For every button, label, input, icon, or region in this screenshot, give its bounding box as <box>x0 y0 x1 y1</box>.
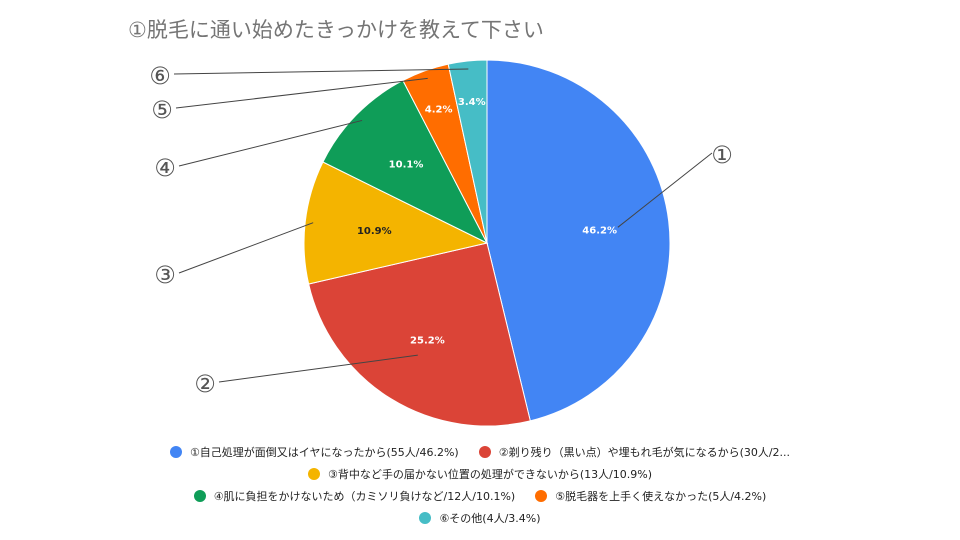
legend-row: ③背中など手の届かない位置の処理ができないから(13人/10.9%) <box>0 463 960 485</box>
data-label-2: 25.2% <box>410 336 445 347</box>
legend-item-2[interactable]: ②剃り残り（黒い点）や埋もれ毛が気になるから(30人/2... <box>478 444 791 460</box>
callout-line-3 <box>178 222 314 274</box>
callout-label-2: ② <box>194 370 216 398</box>
legend-label-3: ③背中など手の届かない位置の処理ができないから(13人/10.9%) <box>327 468 653 481</box>
legend-dot-2 <box>478 446 491 458</box>
legend-label-1: ①自己処理が面倒又はイヤになったから(55人/46.2%) <box>189 446 459 459</box>
legend: ①自己処理が面倒又はイヤになったから(55人/46.2%) ②剃り残り（黒い点）… <box>0 441 960 529</box>
legend-item-5[interactable]: ⑤脱毛器を上手く使えなかった(5人/4.2%) <box>535 488 766 504</box>
data-label-4: 10.1% <box>389 160 424 171</box>
pie-slice-3[interactable] <box>303 161 489 285</box>
data-label-5: 4.2% <box>425 105 453 116</box>
legend-item-1[interactable]: ①自己処理が面倒又はイヤになったから(55人/46.2%) <box>169 444 459 460</box>
pie-slice-1[interactable] <box>486 59 671 422</box>
pie-slice-2[interactable] <box>308 242 531 427</box>
legend-item-6[interactable]: ⑥その他(4人/3.4%) <box>419 510 541 526</box>
legend-row: ④肌に負担をかけないため（カミソリ負けなど/12人/10.1%) ⑤脱毛器を上手… <box>0 485 960 507</box>
legend-label-2: ②剃り残り（黒い点）や埋もれ毛が気になるから(30人/2... <box>498 446 791 459</box>
callout-line-4 <box>178 119 363 167</box>
callout-line-5 <box>175 77 428 109</box>
callout-label-1: ① <box>711 141 733 169</box>
data-label-6: 3.4% <box>458 97 486 108</box>
legend-dot-5 <box>535 490 548 502</box>
callout-label-4: ④ <box>154 154 176 182</box>
callout-label-5: ⑤ <box>151 96 173 124</box>
pie-slice-4[interactable] <box>322 79 489 245</box>
legend-label-5: ⑤脱毛器を上手く使えなかった(5人/4.2%) <box>555 490 767 503</box>
pie-slice-6[interactable] <box>447 59 488 244</box>
legend-item-4[interactable]: ④肌に負担をかけないため（カミソリ負けなど/12人/10.1%) <box>193 488 516 504</box>
legend-label-4: ④肌に負担をかけないため（カミソリ負けなど/12人/10.1%) <box>213 490 516 503</box>
legend-dot-3 <box>307 468 320 480</box>
callout-line-1 <box>617 152 713 228</box>
legend-dot-4 <box>193 490 206 502</box>
data-label-1: 46.2% <box>582 225 617 236</box>
callout-label-6: ⑥ <box>149 62 171 90</box>
legend-row: ①自己処理が面倒又はイヤになったから(55人/46.2%) ②剃り残り（黒い点）… <box>0 441 960 463</box>
callout-line-6 <box>173 68 469 75</box>
legend-label-6: ⑥その他(4人/3.4%) <box>439 512 541 525</box>
chart-title: ①脱毛に通い始めたきっかけを教えて下さい <box>128 18 544 42</box>
callout-line-2 <box>218 354 418 383</box>
legend-row: ⑥その他(4人/3.4%) <box>0 507 960 529</box>
data-label-3: 10.9% <box>357 226 392 237</box>
legend-dot-1 <box>169 446 182 458</box>
legend-item-3[interactable]: ③背中など手の届かない位置の処理ができないから(13人/10.9%) <box>307 466 653 482</box>
callout-label-3: ③ <box>154 261 176 289</box>
pie-chart: 46.2% 25.2% 10.9% 10.1% 4.2% 3.4% ① ② ③ ④ ⑤ ⑥ <box>149 59 733 427</box>
legend-dot-6 <box>419 512 432 524</box>
